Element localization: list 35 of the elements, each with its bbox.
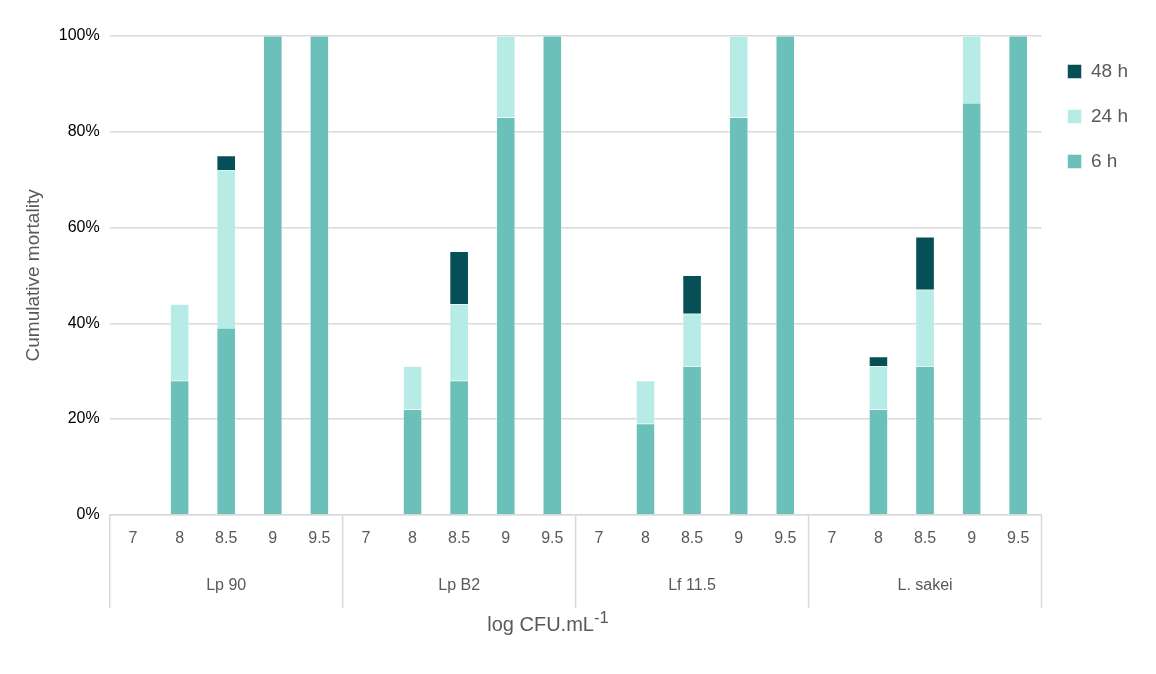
x-tick-label: 9 <box>734 528 744 546</box>
x-tick-label: 9.5 <box>774 528 797 546</box>
x-tick-label: 9.5 <box>308 528 331 546</box>
x-tick-label: 7 <box>827 528 837 546</box>
y-tick-label: 20% <box>67 409 100 427</box>
x-axis-title: log CFU.mL$^{-1}$ <box>486 608 610 636</box>
y-tick-label: 100% <box>58 26 100 44</box>
x-tick-label: 9.5 <box>541 528 564 546</box>
text: Lf 11.5 <box>668 576 717 594</box>
x-tick-label: 8.5 <box>680 528 704 546</box>
x-tick-label: 9 <box>268 528 278 546</box>
x-tick-label: 7 <box>594 528 604 546</box>
y-tick-label: 40% <box>67 313 100 331</box>
legend-label: 48 h <box>1091 59 1128 81</box>
x-tick-label: 8 <box>641 528 651 546</box>
x-tick-label: 9 <box>967 528 977 546</box>
y-tick-label: 60% <box>67 217 100 235</box>
x-tick-label: 8.5 <box>448 528 471 546</box>
legend-label: 6 h <box>1091 149 1118 171</box>
x-tick-label: 8 <box>175 528 185 546</box>
text: Lp B2 <box>438 576 481 594</box>
text: L. sakei <box>897 576 953 594</box>
x-tick-label: 8 <box>874 528 883 546</box>
x-tick-label: 8.5 <box>913 528 937 546</box>
y-tick-label: 80% <box>67 122 100 140</box>
y-axis-title: Cumulative mortality <box>21 188 43 362</box>
x-tick-label: 7 <box>128 528 138 546</box>
x-tick-label: 9 <box>501 528 511 546</box>
text: Lp 90 <box>206 576 247 594</box>
y-tick-label: 0% <box>76 505 100 523</box>
legend-label: 24 h <box>1091 104 1128 126</box>
x-tick-label: 9.5 <box>1007 528 1030 546</box>
x-tick-label: 8.5 <box>215 528 238 546</box>
x-tick-label: 8 <box>408 528 418 546</box>
x-tick-label: 7 <box>361 528 371 546</box>
